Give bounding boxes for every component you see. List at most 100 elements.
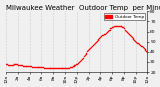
Point [35,66,38,68]
Point [104,33,106,34]
Point [119,26,122,27]
Point [104,32,107,33]
Point [13,63,16,65]
Point [25,65,28,67]
Point [34,66,37,68]
Point [85,52,88,54]
Point [21,64,23,66]
Point [20,64,22,66]
Point [32,66,34,68]
Point [38,66,41,68]
Point [95,40,98,41]
Point [87,49,90,50]
Point [6,63,8,65]
Point [45,67,47,69]
Point [125,30,127,31]
Point [97,38,100,39]
Point [14,63,17,65]
Point [117,26,120,27]
Point [29,65,31,67]
Point [108,29,111,30]
Point [90,46,92,47]
Point [88,48,91,50]
Point [81,57,84,59]
Point [62,67,65,69]
Point [83,54,86,56]
Point [73,64,76,66]
Point [75,63,78,65]
Point [5,63,8,65]
Point [77,62,79,64]
Point [138,43,140,44]
Point [65,67,67,69]
Point [115,26,117,27]
Point [58,67,61,69]
Point [123,28,126,29]
Point [57,67,60,69]
Point [107,29,110,30]
Point [18,64,20,66]
Point [47,67,50,69]
Point [84,53,87,55]
Point [9,64,11,66]
Point [54,67,56,69]
Point [48,67,51,69]
Point [126,31,128,32]
Point [129,35,132,36]
Point [27,65,30,67]
Point [74,64,77,66]
Point [66,67,68,69]
Point [68,66,71,68]
Point [50,67,53,69]
Point [116,26,119,27]
Point [99,36,102,37]
Point [15,63,18,65]
Point [63,67,66,69]
Point [140,45,143,46]
Point [106,30,109,31]
Point [137,42,139,43]
Point [12,63,15,65]
Point [39,66,42,68]
Point [135,41,138,42]
Point [52,67,55,69]
Point [51,67,54,69]
Point [102,34,104,35]
Point [56,67,59,69]
Point [17,64,20,66]
Point [44,67,46,69]
Point [28,65,31,67]
Legend: Outdoor Temp: Outdoor Temp [104,13,145,20]
Point [72,65,75,67]
Point [132,38,135,39]
Point [68,67,70,69]
Point [112,27,114,28]
Point [100,35,102,36]
Point [67,67,69,69]
Point [101,34,103,35]
Point [114,26,116,27]
Point [24,65,27,67]
Point [140,45,142,46]
Point [121,27,124,28]
Point [61,67,64,69]
Point [130,36,133,37]
Point [105,31,108,32]
Point [37,66,40,68]
Point [30,65,32,67]
Point [144,49,147,50]
Point [124,29,126,30]
Point [70,66,73,68]
Point [128,34,131,35]
Point [80,59,82,61]
Point [56,67,58,69]
Point [45,67,48,69]
Point [136,42,138,43]
Point [11,64,14,66]
Point [134,40,137,41]
Point [111,27,114,28]
Point [36,66,39,68]
Point [64,67,67,69]
Point [16,63,19,65]
Point [46,67,49,69]
